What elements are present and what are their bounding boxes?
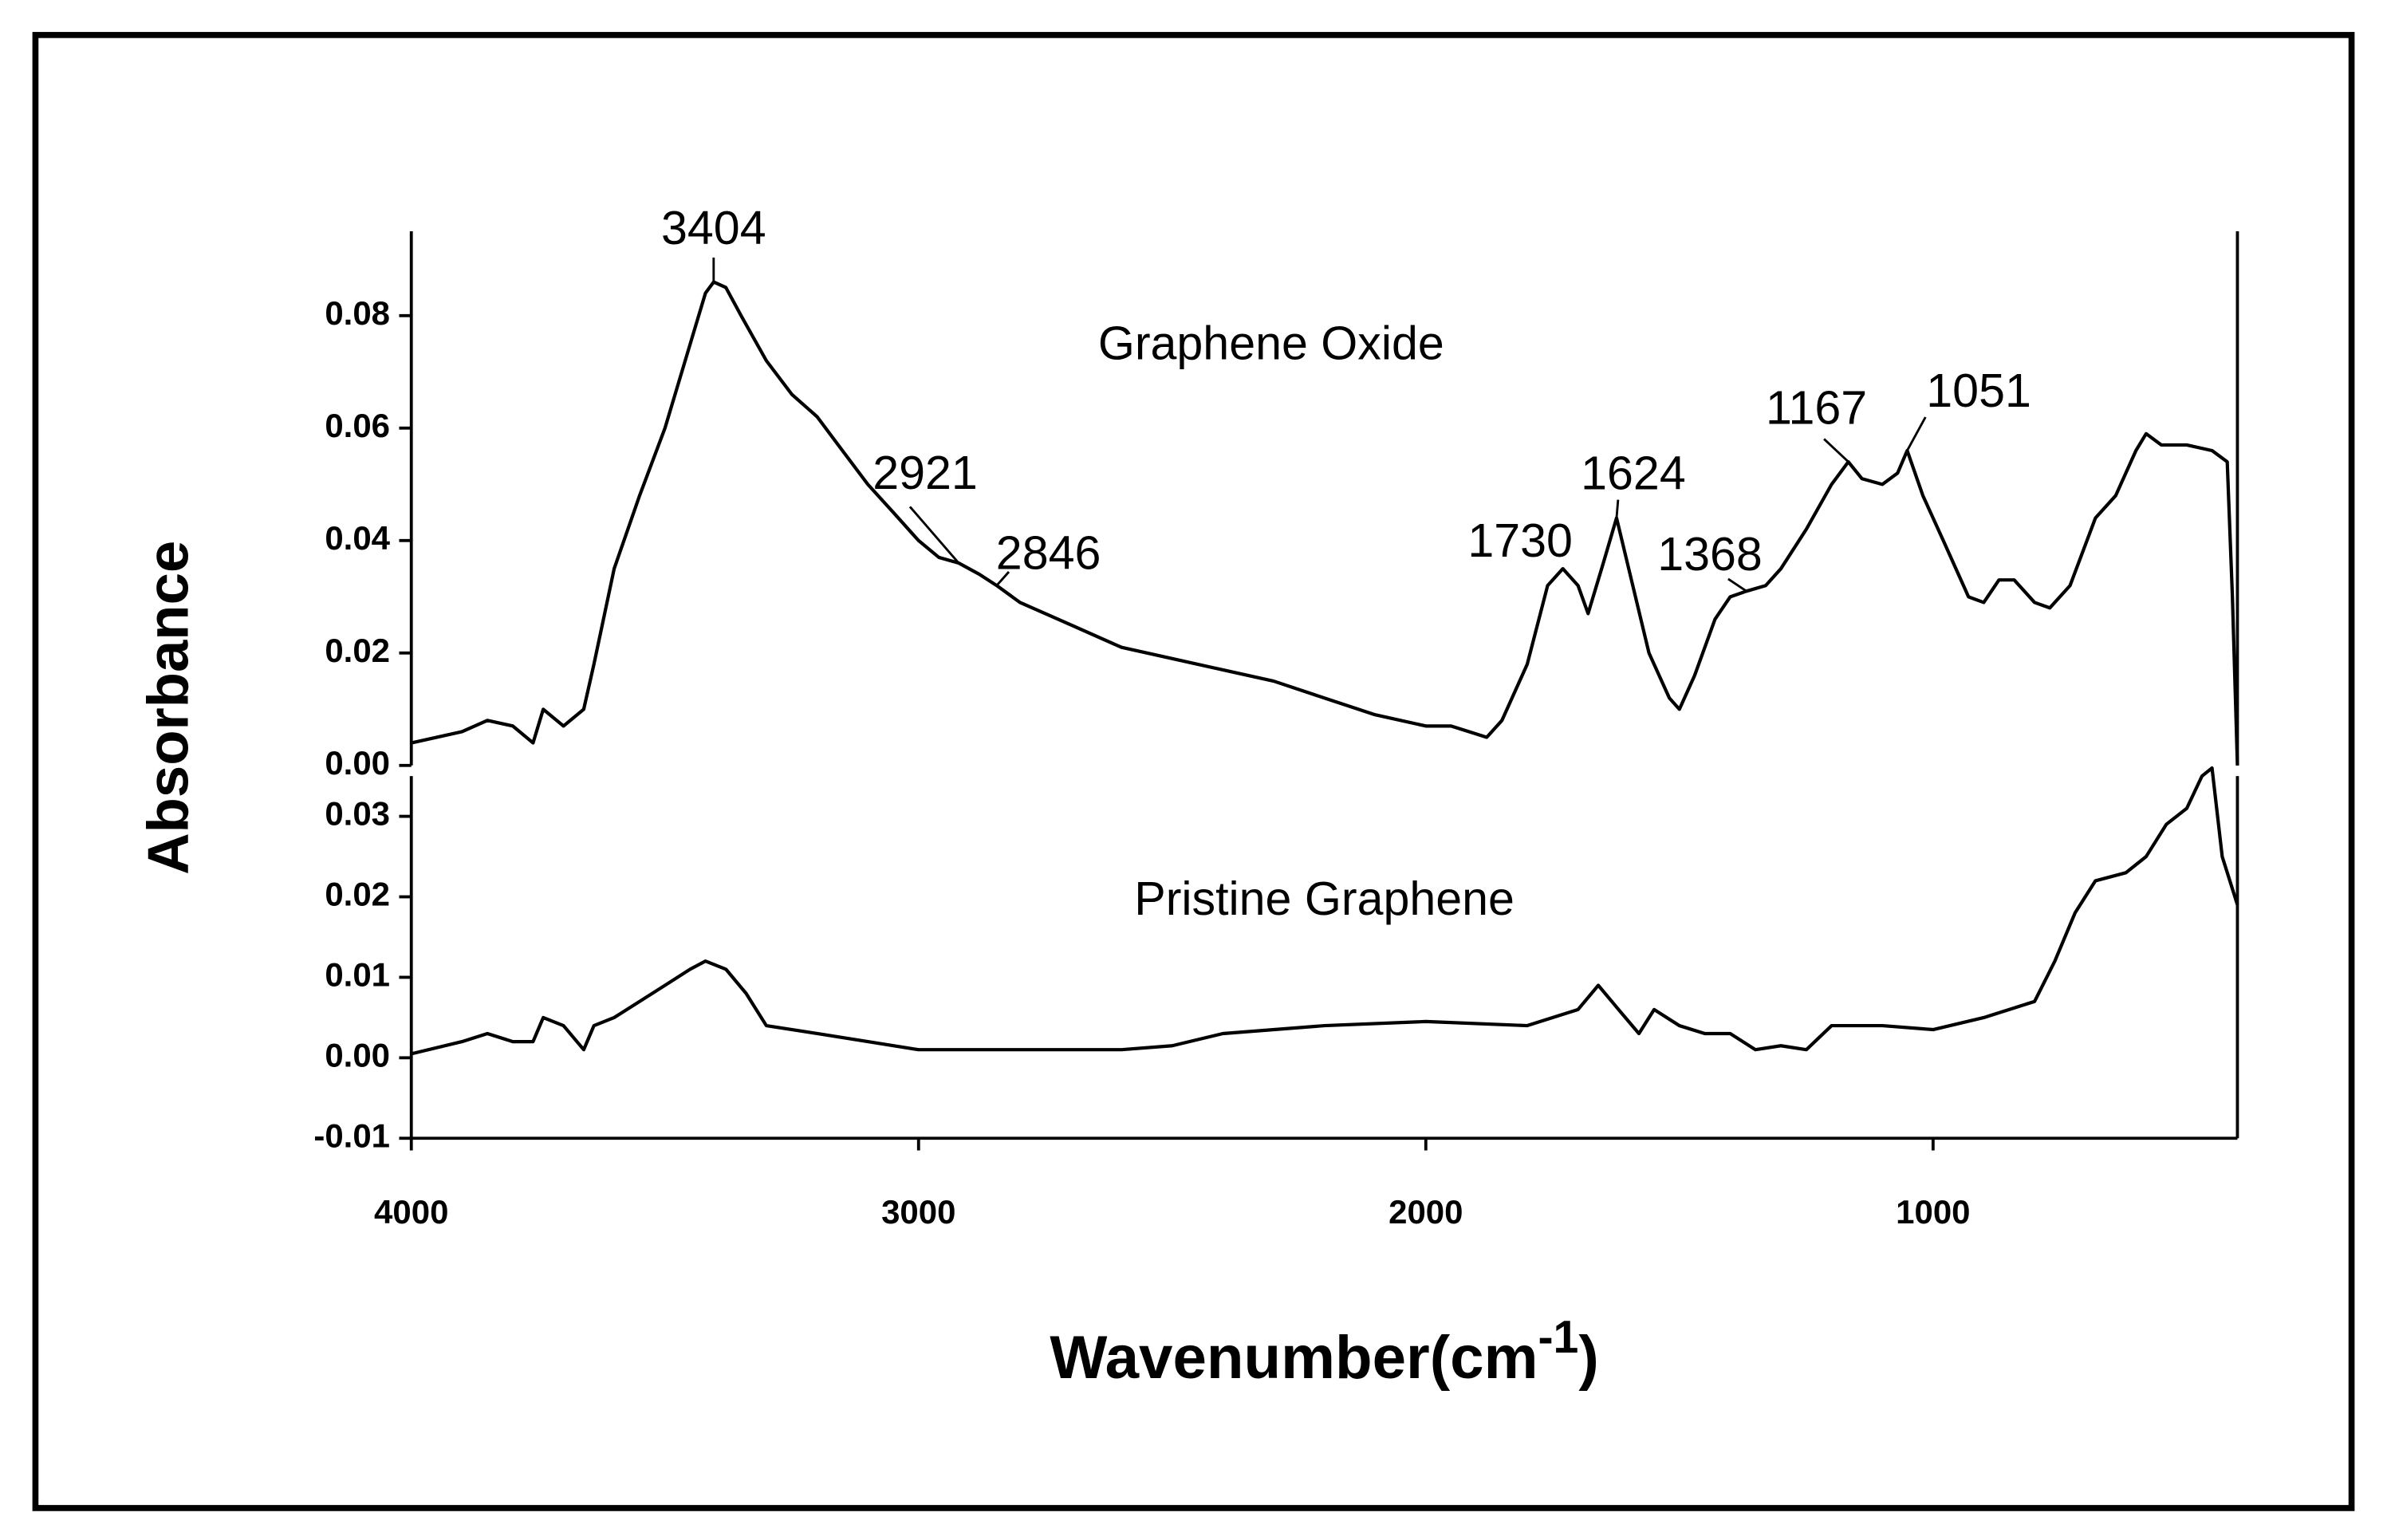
y-tick-label: 0.01 (325, 956, 390, 994)
y-tick-label: 0.00 (325, 1036, 390, 1073)
y-tick-label: 0.04 (325, 519, 390, 557)
x-axis-title-main: Wavenumber(cm (1050, 1324, 1538, 1392)
leader-line (908, 506, 960, 564)
peak-label: 2846 (996, 526, 1101, 580)
leader-line (995, 571, 1010, 587)
series-line (411, 766, 2239, 1056)
x-axis-title: Wavenumber(cm-1) (1050, 1312, 1598, 1392)
peak-label: 1368 (1657, 527, 1763, 581)
peak-label: 2921 (872, 446, 978, 499)
leader-line (1823, 438, 1849, 463)
y-tick-label: -0.01 (313, 1117, 390, 1154)
y-tick-label: 0.08 (325, 294, 390, 332)
x-tick-label: 1000 (1896, 1193, 1970, 1231)
x-axis-title-end: ) (1578, 1324, 1598, 1392)
peak-label: 3404 (661, 201, 766, 254)
y-tick-label: 0.02 (325, 632, 390, 669)
x-tick-label: 2000 (1388, 1193, 1463, 1231)
y-tick-label: 0.00 (325, 744, 390, 782)
series-line (411, 280, 2239, 766)
leader-line (1906, 416, 1927, 451)
peak-label: 1167 (1766, 381, 1867, 435)
leader-line (1727, 577, 1747, 593)
x-tick-label: 3000 (881, 1193, 955, 1231)
peak-label: 1730 (1467, 514, 1573, 567)
y-axis-title: Absorbance (136, 541, 200, 875)
x-axis-title-sup: -1 (1538, 1312, 1578, 1363)
peak-label: 1051 (1926, 364, 2031, 417)
y-tick-label: 0.03 (325, 795, 390, 833)
peak-label: 1624 (1581, 447, 1686, 500)
series-label: Graphene Oxide (1098, 317, 1444, 370)
y-tick-label: 0.02 (325, 876, 390, 913)
series-label: Pristine Graphene (1134, 872, 1515, 925)
leader-line (1615, 499, 1620, 518)
y-tick-label: 0.06 (325, 407, 390, 444)
x-tick-label: 4000 (374, 1193, 448, 1231)
frame (32, 32, 2355, 1511)
